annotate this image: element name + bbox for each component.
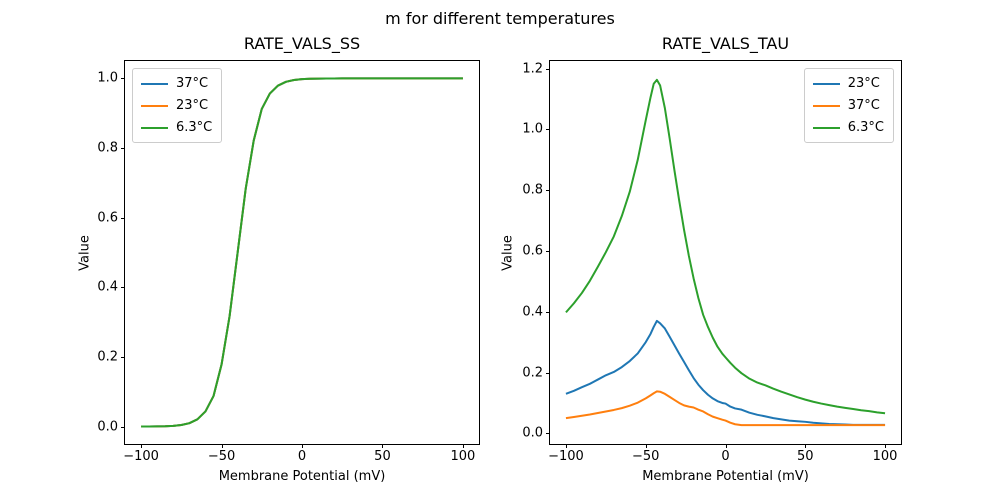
y-tick-mark (546, 311, 550, 313)
y-tick-mark (121, 287, 125, 289)
legend-line-swatch (812, 126, 840, 129)
y-axis-label-tau: Value (500, 235, 516, 271)
series-line-23°C (565, 319, 886, 426)
y-tick-label: 1.0 (97, 70, 118, 86)
legend: 37°C 23°C 6.3°C (132, 68, 223, 143)
legend-entry: 37°C (141, 74, 212, 93)
y-tick-label: 0.4 (522, 304, 543, 320)
y-tick-mark (121, 148, 125, 150)
y-tick-label: 0.2 (97, 349, 118, 365)
legend-entry: 23°C (812, 74, 884, 93)
y-tick-label: 0.8 (97, 140, 118, 156)
y-tick-mark (546, 433, 550, 435)
x-tick-label: −100 (123, 449, 159, 464)
plot-area-tau: −100 −50 0 50 100 0.0 0.2 0.4 0.6 0.8 1.0 1.2 23°C 37… (522, 60, 902, 464)
legend-entry: 6.3°C (812, 118, 884, 137)
y-tick-label: 0.6 (522, 243, 543, 259)
legend-line-swatch (812, 82, 840, 85)
legend-entry: 6.3°C (141, 118, 212, 137)
y-tick-label: 0.0 (522, 425, 543, 441)
y-tick-label: 0.4 (97, 279, 118, 295)
x-tick-mark (221, 444, 223, 448)
x-tick-mark (805, 444, 807, 448)
x-tick-label: −100 (548, 449, 584, 464)
legend-label: 6.3°C (847, 120, 884, 135)
legend-entry: 37°C (812, 96, 884, 115)
legend-label: 23°C (176, 98, 209, 113)
x-tick-mark (885, 444, 887, 448)
chart-canvas-1 (565, 78, 886, 427)
series-line-37°C (565, 390, 886, 427)
x-tick-mark (565, 444, 567, 448)
x-tick-label: 50 (374, 449, 391, 464)
legend-line-swatch (141, 82, 168, 85)
x-tick-label: −50 (207, 449, 236, 464)
y-tick-mark (546, 129, 550, 131)
y-axis-label-ss: Value (77, 235, 93, 271)
x-tick-label: −50 (632, 449, 660, 464)
series-line-6.3°C (141, 77, 463, 428)
legend: 23°C 37°C 6.3°C (803, 68, 894, 143)
y-tick-label: 0.6 (97, 210, 118, 226)
x-tick-mark (302, 444, 303, 448)
chart-canvas-0 (141, 77, 463, 428)
y-tick-mark (546, 68, 550, 70)
subplot-title-tau: RATE_VALS_TAU (661, 34, 790, 53)
x-tick-mark (382, 444, 384, 448)
x-tick-mark (645, 444, 647, 448)
x-tick-label: 0 (721, 449, 730, 464)
y-tick-label: 0.0 (97, 419, 118, 435)
x-tick-label: 50 (796, 449, 814, 464)
y-tick-mark (121, 356, 125, 358)
y-tick-mark (546, 250, 550, 252)
y-tick-label: 0.8 (522, 182, 543, 198)
x-tick-mark (462, 444, 464, 448)
x-tick-mark (725, 444, 727, 448)
x-tick-mark (141, 444, 143, 448)
x-axis-label-ss: Membrane Potential (mV) (218, 469, 386, 484)
legend-label: 37°C (847, 98, 880, 113)
y-tick-label: 1.0 (522, 121, 543, 137)
legend-label: 23°C (847, 76, 880, 91)
y-tick-mark (121, 217, 125, 219)
y-tick-mark (546, 372, 550, 374)
x-tick-label: 100 (872, 449, 898, 464)
plot-area-ss: −100 −50 0 50 100 0.0 0.2 0.4 0.6 0.8 1.0 37°C 23°C 6… (97, 60, 480, 464)
series-line-6.3°C (565, 78, 886, 415)
x-tick-label: 100 (450, 449, 476, 464)
legend-line-swatch (812, 104, 840, 107)
subplot-title-ss: RATE_VALS_SS (243, 34, 361, 53)
legend-entry: 23°C (141, 96, 212, 115)
y-tick-label: 0.2 (522, 365, 543, 381)
legend-label: 37°C (176, 76, 209, 91)
y-tick-mark (121, 426, 125, 428)
x-axis-label-tau: Membrane Potential (mV) (642, 469, 809, 484)
y-tick-mark (121, 78, 125, 80)
y-tick-label: 1.2 (522, 61, 543, 77)
x-tick-label: 0 (297, 449, 307, 464)
legend-line-swatch (141, 126, 168, 129)
legend-line-swatch (141, 104, 168, 107)
y-tick-mark (546, 190, 550, 192)
legend-label: 6.3°C (176, 120, 213, 135)
figure-title: m for different temperatures (385, 9, 615, 28)
